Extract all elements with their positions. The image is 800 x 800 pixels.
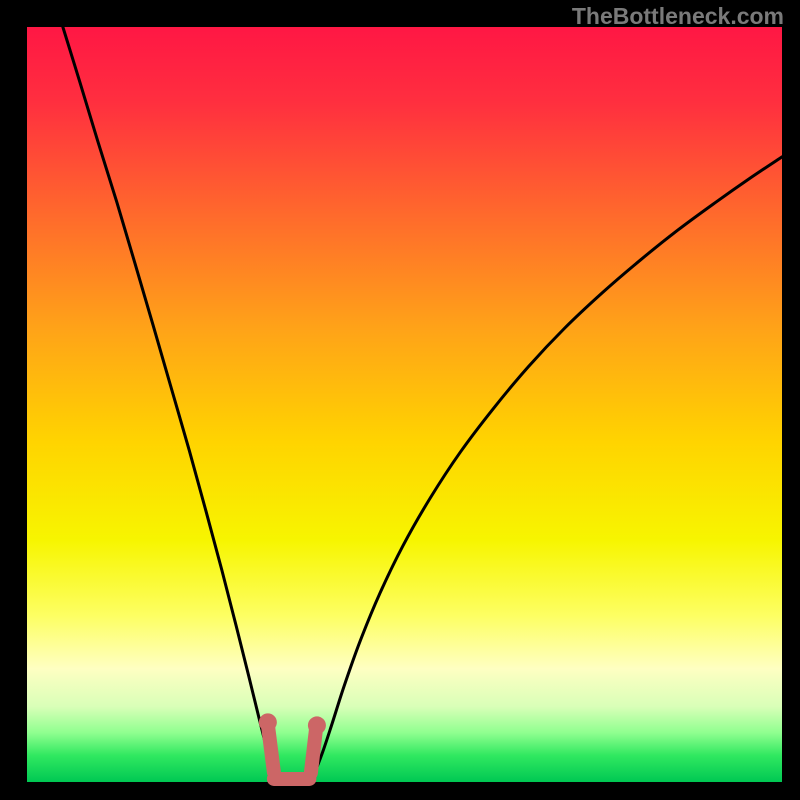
highlight-end-dot-0 xyxy=(259,713,277,731)
watermark-text: TheBottleneck.com xyxy=(572,3,784,30)
highlight-end-dot-1 xyxy=(308,716,326,734)
highlight-segment-left-vertical xyxy=(268,725,274,773)
highlight-segment-right-vertical xyxy=(311,728,316,773)
bottleneck-curve xyxy=(63,27,782,783)
chart-container: TheBottleneck.com xyxy=(0,0,800,800)
curve-layer xyxy=(0,0,800,800)
